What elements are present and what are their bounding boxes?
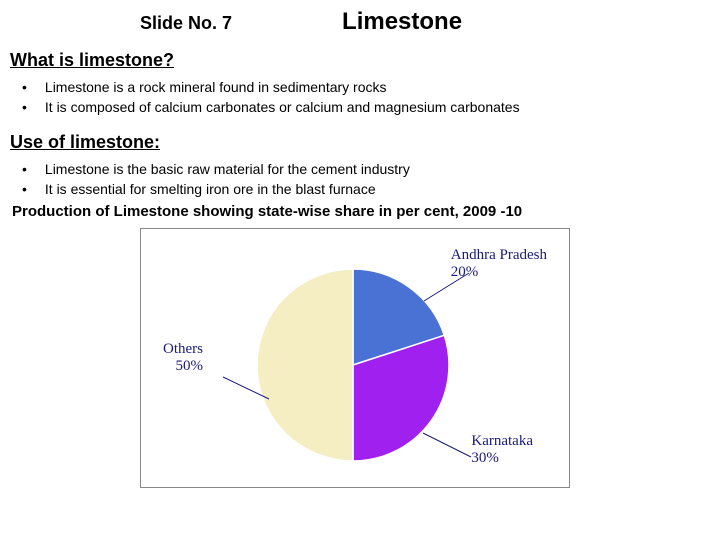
slide-title: Limestone bbox=[342, 8, 462, 36]
pie-label-value: 50% bbox=[176, 358, 204, 374]
slide-header: Slide No. 7 Limestone bbox=[0, 0, 720, 36]
pie-label-value: 20% bbox=[451, 264, 479, 280]
pie-label-karnataka: Karnataka 30% bbox=[471, 433, 533, 468]
slide-number: Slide No. 7 bbox=[140, 13, 232, 34]
bullet-list-what: Limestone is a rock mineral found in sed… bbox=[10, 77, 710, 118]
section-heading-use: Use of limestone: bbox=[10, 132, 710, 153]
section-heading-what: What is limestone? bbox=[10, 50, 710, 71]
pie-label-text: Karnataka bbox=[471, 433, 533, 449]
list-item: It is composed of calcium carbonates or … bbox=[22, 97, 710, 117]
pie-label-others: Others 50% bbox=[163, 341, 203, 376]
pie-label-text: Andhra Pradesh bbox=[451, 247, 547, 263]
list-item: Limestone is a rock mineral found in sed… bbox=[22, 77, 710, 97]
pie-chart-container: Andhra Pradesh 20% Karnataka 30% Others … bbox=[140, 228, 570, 488]
pie-label-text: Others bbox=[163, 341, 203, 357]
chart-caption: Production of Limestone showing state-wi… bbox=[10, 203, 710, 220]
pie-label-andhra: Andhra Pradesh 20% bbox=[451, 247, 547, 282]
bullet-list-use: Limestone is the basic raw material for … bbox=[10, 159, 710, 200]
list-item: It is essential for smelting iron ore in… bbox=[22, 179, 710, 199]
slide-content: What is limestone? Limestone is a rock m… bbox=[0, 50, 720, 488]
list-item: Limestone is the basic raw material for … bbox=[22, 159, 710, 179]
pie-label-value: 30% bbox=[471, 450, 499, 466]
